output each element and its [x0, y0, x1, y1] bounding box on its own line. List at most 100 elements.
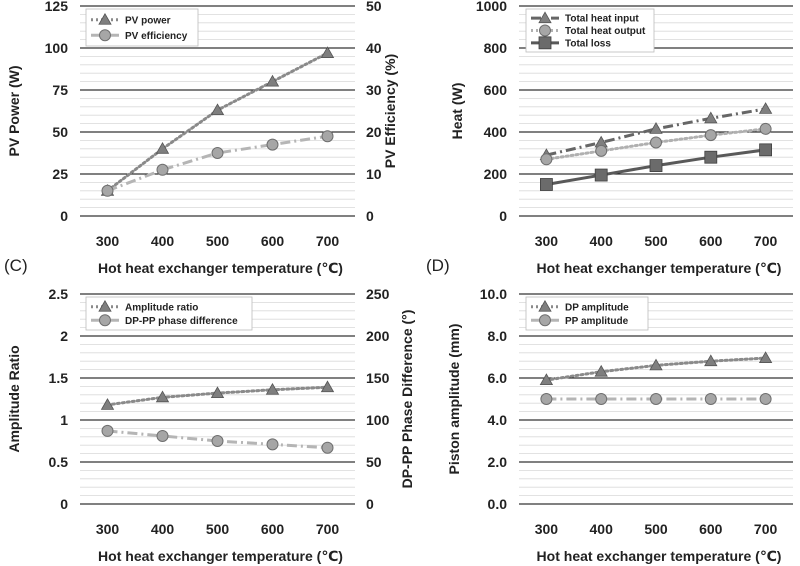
legend-marker: [98, 299, 112, 312]
y-tick-label: 400: [484, 124, 508, 140]
y-tick-label: 0.0: [488, 496, 508, 512]
data-point-series-2: [759, 393, 772, 405]
legend-label: Amplitude ratio: [125, 302, 198, 313]
data-point-series-3: [540, 178, 553, 191]
data-point-series-1: [210, 386, 225, 399]
y-tick-label: 2.0: [488, 454, 508, 470]
x-tick-label: 700: [316, 521, 340, 537]
x-axis-title: Hot heat exchanger temperature (℃): [98, 548, 343, 564]
y-tick-label: 2: [60, 328, 68, 344]
data-point-series-1: [210, 103, 225, 116]
y2-tick-label: 40: [366, 40, 382, 56]
y2-tick-label: 250: [366, 286, 390, 302]
y-tick-label: 0.5: [49, 454, 69, 470]
x-tick-label: 600: [261, 233, 285, 249]
legend-label: PV power: [125, 15, 171, 26]
data-point-series-2: [595, 393, 608, 405]
y-tick-label: 600: [484, 82, 508, 98]
data-point-series-1: [320, 46, 335, 58]
x-tick-label: 600: [699, 521, 723, 537]
x-tick-label: 600: [261, 521, 285, 537]
data-point-series-2: [101, 424, 114, 437]
y-axis-title: Amplitude Ratio: [6, 345, 22, 452]
data-point-series-1: [649, 358, 663, 371]
y-tick-label: 200: [484, 166, 508, 182]
data-point-series-3: [649, 159, 663, 173]
data-point-series-1: [704, 354, 718, 367]
data-point-series-2: [540, 393, 553, 405]
data-point-series-2: [156, 429, 169, 442]
legend-marker: [538, 36, 552, 50]
series-line-2: [107, 429, 328, 450]
y-tick-label: 8.0: [488, 328, 508, 344]
data-point-series-2: [266, 138, 279, 151]
data-point-series-1: [594, 364, 608, 377]
x-tick-label: 700: [316, 233, 340, 249]
y-axis-title: Heat (W): [449, 83, 465, 140]
data-point-series-1: [704, 111, 718, 124]
y-tick-label: 100: [45, 40, 69, 56]
legend-label: Total heat input: [565, 14, 639, 25]
y2-tick-label: 20: [366, 124, 382, 140]
y-tick-label: 1: [60, 412, 68, 428]
x-tick-label: 300: [535, 233, 559, 249]
y-tick-label: 10.0: [480, 286, 507, 302]
y2-axis-title: PV Efficiency (%): [382, 54, 398, 168]
legend-marker: [99, 314, 111, 327]
y-tick-label: 1000: [476, 0, 507, 14]
data-point-series-2: [704, 393, 717, 405]
y-tick-label: 75: [52, 82, 68, 98]
x-tick-label: 700: [754, 521, 778, 537]
y-axis-title: Piston amplitude (mm): [446, 324, 462, 475]
y-tick-label: 0: [499, 208, 507, 224]
data-point-series-3: [759, 143, 772, 157]
legend-marker: [99, 29, 111, 42]
data-point-series-2: [595, 144, 608, 157]
legend: PV power PV efficiency: [85, 8, 199, 47]
y-tick-label: 6.0: [488, 370, 508, 386]
x-tick-label: 400: [151, 521, 175, 537]
x-tick-label: 500: [644, 233, 668, 249]
data-point-series-2: [650, 393, 662, 405]
y2-tick-label: 100: [366, 412, 390, 428]
y2-tick-label: 10: [366, 166, 382, 182]
y-tick-label: 1.5: [49, 370, 69, 386]
x-tick-label: 700: [754, 233, 778, 249]
legend-label: DP-PP phase difference: [125, 316, 238, 327]
panel-label: (C): [4, 256, 28, 275]
series-line-1: [106, 51, 329, 193]
legend-label: Total heat output: [565, 26, 646, 37]
chart-panel-4: 0.0 2.0 4.0 6.0 8.0 10.0 300 400 500 600 700 Hot he…: [426, 256, 793, 564]
data-point-series-1: [758, 351, 773, 363]
data-point-series-2: [266, 438, 279, 451]
x-tick-label: 300: [96, 521, 120, 537]
x-tick-label: 600: [699, 233, 723, 249]
chart-panel-3: 0 0.5 1 1.5 2 2.5 0 50 100 150 200 250 300 400 500 600 7…: [4, 256, 415, 564]
x-tick-label: 300: [96, 233, 120, 249]
data-point-series-1: [155, 141, 170, 154]
data-point-series-1: [539, 373, 554, 386]
legend-marker: [539, 24, 551, 37]
y-tick-label: 800: [484, 40, 508, 56]
data-point-series-1: [265, 382, 280, 395]
data-point-series-2: [101, 184, 114, 197]
y2-tick-label: 0: [366, 496, 374, 512]
data-point-series-1: [320, 380, 335, 393]
y-tick-label: 2.5: [49, 286, 69, 302]
data-point-series-1: [649, 122, 663, 134]
x-tick-label: 500: [206, 233, 230, 249]
data-point-series-1: [265, 74, 280, 87]
x-axis-title: Hot heat exchanger temperature (℃): [98, 260, 343, 276]
x-tick-label: 500: [206, 521, 230, 537]
x-tick-label: 400: [590, 233, 614, 249]
data-point-series-2: [321, 441, 334, 454]
legend-box: [85, 296, 253, 331]
legend-marker: [538, 299, 552, 312]
y2-tick-label: 50: [366, 454, 382, 470]
data-point-series-2: [759, 122, 772, 135]
data-point-series-2: [156, 163, 169, 176]
data-point-series-2: [650, 136, 662, 149]
series-line-1: [546, 107, 766, 157]
x-axis-title: Hot heat exchanger temperature (℃): [537, 260, 782, 276]
